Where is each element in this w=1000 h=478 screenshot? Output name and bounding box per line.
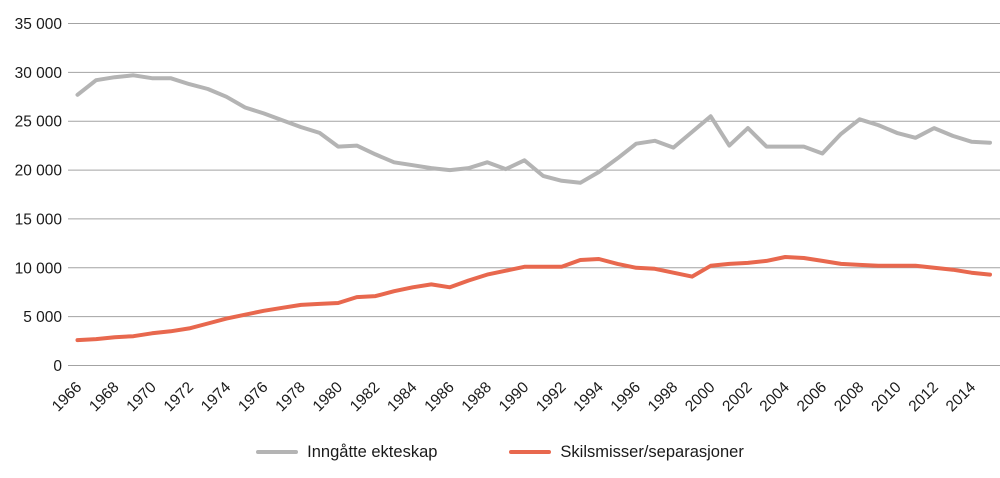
y-axis-label: 0 [53, 358, 62, 375]
x-axis-label: 2002 [719, 379, 755, 415]
x-axis-label: 1990 [496, 379, 533, 416]
y-axis-label: 30 000 [15, 65, 63, 82]
x-axis-label: 2006 [794, 379, 830, 415]
x-axis-label: 2012 [906, 379, 942, 415]
x-axis-label: 1978 [272, 379, 308, 415]
x-axis-label: 1994 [570, 379, 607, 416]
y-axis-label: 10 000 [15, 260, 63, 277]
x-axis-label: 2000 [682, 379, 719, 416]
legend-swatch [256, 450, 299, 454]
y-axis: 0 5 000 10 000 15 000 20 000 25 000 30 000 35 0… [15, 16, 63, 375]
legend-item-0: Inngåtte ekteskap [256, 443, 437, 462]
x-axis-label: 2008 [831, 379, 867, 415]
x-axis-label: 1988 [459, 379, 495, 415]
x-axis-label: 2010 [868, 379, 905, 416]
x-axis-label: 1998 [645, 379, 681, 415]
x-axis-label: 1970 [123, 379, 160, 416]
series-line-0 [75, 73, 992, 185]
x-axis-label: 2014 [943, 379, 980, 416]
x-axis-label: 2004 [757, 379, 794, 416]
x-axis-label: 1992 [533, 379, 569, 415]
y-axis-label: 35 000 [15, 16, 63, 33]
x-axis-label: 1996 [608, 379, 644, 415]
x-axis-label: 1982 [347, 379, 383, 415]
y-axis-label: 5 000 [23, 309, 62, 326]
gridlines [68, 23, 1000, 366]
y-axis-label: 15 000 [15, 211, 63, 228]
x-axis-label: 1976 [235, 379, 271, 415]
x-axis-label: 1986 [421, 379, 457, 415]
x-axis-label: 1968 [86, 379, 122, 415]
x-axis-label: 1966 [49, 379, 85, 415]
legend-swatch [509, 450, 552, 454]
x-axis-label: 1974 [198, 379, 235, 416]
y-axis-label: 25 000 [15, 114, 63, 131]
x-axis-label: 1984 [384, 379, 421, 416]
x-axis-label: 1980 [310, 379, 347, 416]
series-line-1 [75, 255, 992, 343]
y-axis-label: 20 000 [15, 163, 63, 180]
x-axis: 1966 1968 1970 1972 1974 1976 1978 1980 1982 1984… [49, 379, 980, 416]
x-axis-label: 1972 [161, 379, 197, 415]
legend-item-1: Skilsmisser/separasjoner [509, 442, 744, 462]
line-chart-canvas: 0 5 000 10 000 15 000 20 000 25 000 30 000 35 0… [15, 16, 1000, 416]
legend-label: Inngåtte ekteskap [307, 442, 438, 461]
legend-label: Skilsmisser/separasjoner [560, 442, 744, 461]
chart-legend: Inngåtte ekteskap Skilsmisser/separasjone… [0, 432, 1000, 472]
